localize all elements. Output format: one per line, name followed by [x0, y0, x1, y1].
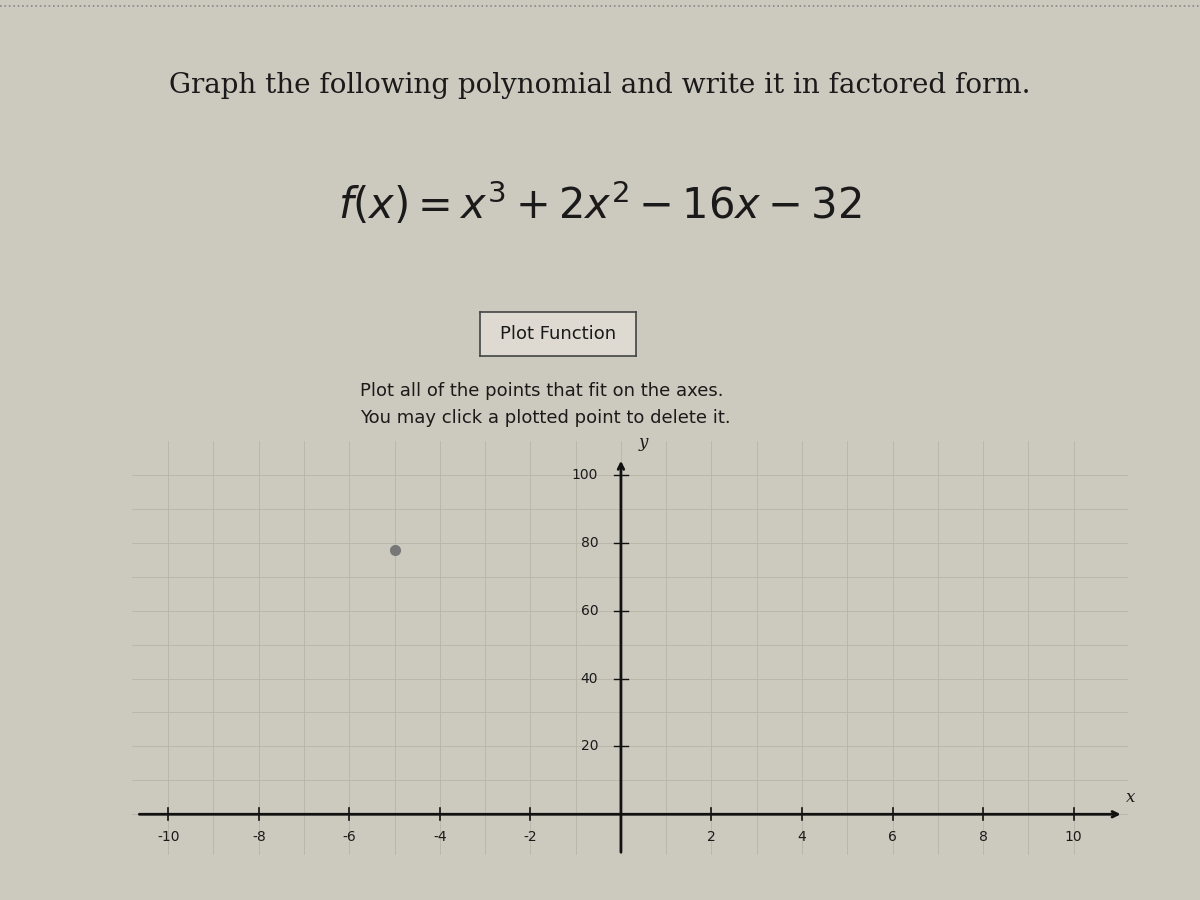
Text: 100: 100: [572, 468, 599, 482]
Text: y: y: [638, 434, 648, 451]
Text: -4: -4: [433, 830, 446, 843]
Text: -6: -6: [342, 830, 356, 843]
Text: $f(x) = x^3 + 2x^2 - 16x - 32$: $f(x) = x^3 + 2x^2 - 16x - 32$: [338, 180, 862, 228]
Text: 10: 10: [1064, 830, 1082, 843]
Text: 2: 2: [707, 830, 716, 843]
Text: -10: -10: [157, 830, 180, 843]
Text: 60: 60: [581, 604, 599, 617]
Text: You may click a plotted point to delete it.: You may click a plotted point to delete …: [360, 410, 731, 427]
Text: Plot all of the points that fit on the axes.: Plot all of the points that fit on the a…: [360, 382, 724, 400]
Text: Plot Function: Plot Function: [500, 325, 616, 343]
Text: 4: 4: [798, 830, 806, 843]
Text: Graph the following polynomial and write it in factored form.: Graph the following polynomial and write…: [169, 72, 1031, 99]
Text: 8: 8: [979, 830, 988, 843]
Text: 6: 6: [888, 830, 898, 843]
Text: -8: -8: [252, 830, 265, 843]
Text: -2: -2: [523, 830, 538, 843]
Text: 40: 40: [581, 671, 599, 686]
Text: 20: 20: [581, 740, 599, 753]
Text: x: x: [1126, 788, 1135, 806]
Text: 80: 80: [581, 536, 599, 550]
